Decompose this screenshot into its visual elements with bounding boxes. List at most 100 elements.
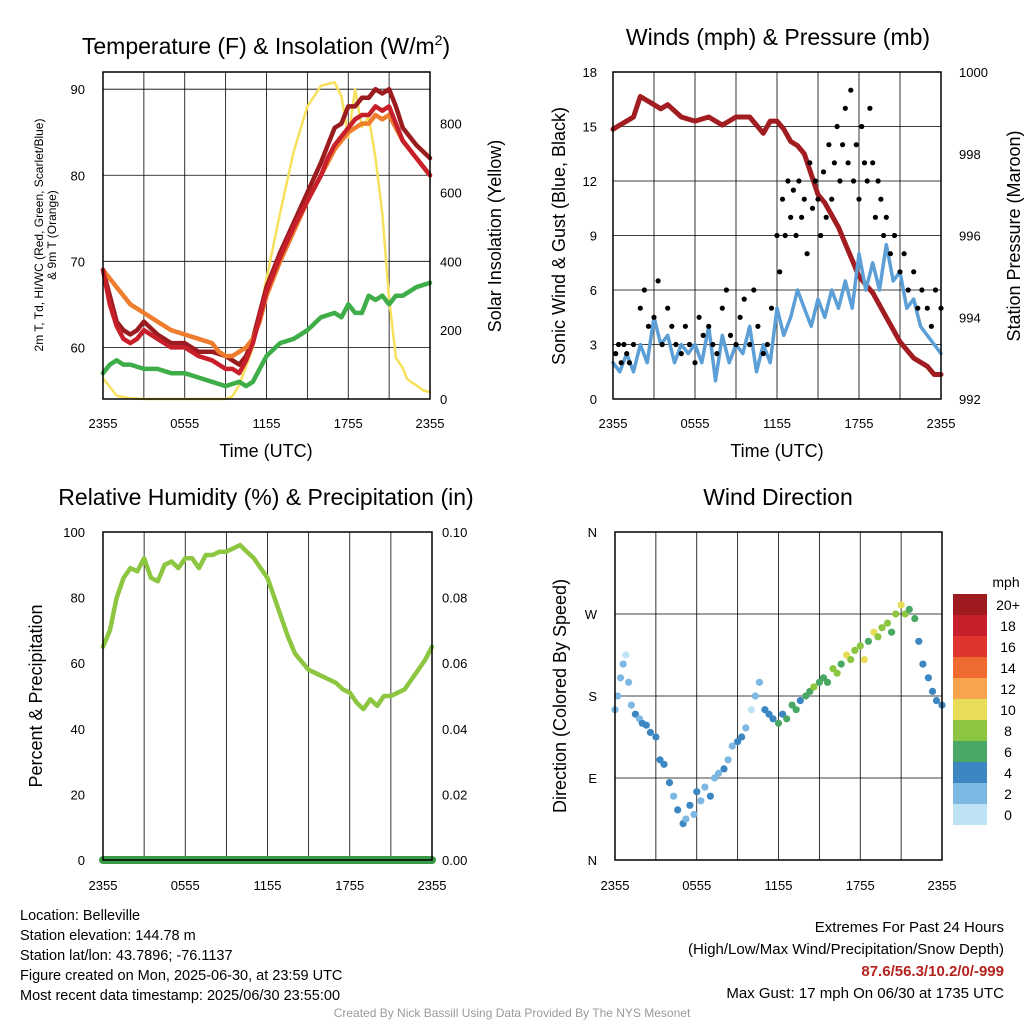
y-tick-label: 90 xyxy=(71,82,85,97)
wind-direction-point xyxy=(779,710,787,718)
speed-colorbar: 20+ 18 16 14 12 10 8 6 4 2 0 xyxy=(953,594,1020,825)
wind-direction-point xyxy=(646,728,655,737)
wind-direction-point xyxy=(738,733,746,741)
gust-point xyxy=(878,196,884,202)
wind-direction-point xyxy=(928,687,937,696)
gust-point xyxy=(861,160,868,166)
x-tick-label: 2355 xyxy=(89,878,118,893)
gust-point xyxy=(801,196,807,202)
gust-point xyxy=(669,323,675,329)
gust-point xyxy=(788,214,794,220)
gust-point xyxy=(809,205,816,211)
gust-point xyxy=(700,332,706,338)
credit-line: Created By Nick Bassill Using Data Provi… xyxy=(333,1006,691,1020)
wind-direction-point xyxy=(670,792,678,800)
station-elevation: Station elevation: 144.78 m xyxy=(20,928,196,944)
temperature-ylabel-line1: 2m T, Td, HI/WC (Red, Green, Scarlet/Blu… xyxy=(32,119,46,352)
x-tick-label: 2355 xyxy=(416,416,445,431)
wind-direction-point xyxy=(810,683,818,691)
gust-point xyxy=(807,160,813,166)
wind-direction-point xyxy=(833,669,841,677)
y2-tick-label: 992 xyxy=(959,392,981,407)
wind-direction-point xyxy=(690,810,698,819)
heat-index-line xyxy=(100,104,433,376)
wind-direction-ticks: N E S W N 2355 0555 1155 1755 2355 xyxy=(585,525,957,893)
wind-direction-point xyxy=(911,615,919,623)
gust-point xyxy=(891,232,898,239)
station-location: Location: Belleville xyxy=(20,908,141,924)
x-tick-label: 2355 xyxy=(601,878,630,893)
y2-tick-label: 994 xyxy=(959,310,981,325)
y-tick-label: N xyxy=(588,525,597,540)
gust-point xyxy=(723,287,730,293)
wind-direction-point xyxy=(614,692,622,700)
winds-plot-frame xyxy=(612,71,942,400)
gust-point xyxy=(779,196,786,202)
colorbar-label: 8 xyxy=(1004,723,1012,739)
temperature-panel: Temperature (F) & Insolation (W/m2) 60 70… xyxy=(32,32,505,461)
colorbar-swatch xyxy=(953,594,987,615)
gust-point xyxy=(831,160,838,166)
max-gust: Max Gust: 17 mph On 06/30 at 1735 UTC xyxy=(726,985,1004,1002)
wind-direction-point xyxy=(682,815,690,823)
y2-tick-label: 200 xyxy=(440,323,462,338)
x-tick-label: 1155 xyxy=(763,416,791,431)
y-tick-label: N xyxy=(588,853,597,868)
x-tick-label: 2355 xyxy=(599,416,628,431)
wind-direction-point xyxy=(755,678,764,686)
gust-point xyxy=(630,341,637,348)
colorbar-label: 0 xyxy=(1004,807,1012,823)
gust-point xyxy=(641,287,648,293)
pressure-ylabel: Station Pressure (Maroon) xyxy=(1004,130,1024,341)
winds-series xyxy=(610,87,944,383)
wind-direction-point xyxy=(878,624,886,632)
temperature-xlabel: Time (UTC) xyxy=(219,441,312,461)
y-tick-label: E xyxy=(588,771,597,786)
winds-panel-title: Winds (mph) & Pressure (mb) xyxy=(626,24,930,50)
gust-point xyxy=(793,232,799,239)
y-tick-label: 0 xyxy=(590,392,597,407)
y2-tick-label: 0 xyxy=(440,392,447,407)
humidity-ticks: 0 20 40 60 80 100 0.00 0.02 0.04 0.06 0.08 0.10 2355… xyxy=(63,525,467,893)
colorbar-swatch xyxy=(953,720,987,741)
gust-point xyxy=(905,287,911,293)
wind-direction-point xyxy=(724,756,732,764)
gust-point xyxy=(719,305,725,311)
gust-point xyxy=(818,232,824,239)
colorbar-swatch xyxy=(953,783,987,804)
gust-point xyxy=(768,305,775,311)
y-tick-label: 80 xyxy=(71,591,85,606)
y2-tick-label: 0.10 xyxy=(442,525,467,540)
wind-direction-point xyxy=(870,628,878,636)
temperature-panel-title: Temperature (F) & Insolation (W/m2) xyxy=(82,32,450,59)
wind-direction-point xyxy=(851,646,859,655)
gust-point xyxy=(618,360,624,366)
y-tick-label: 40 xyxy=(71,722,85,737)
x-tick-label: 2355 xyxy=(927,416,956,431)
winds-panel: Winds (mph) & Pressure (mb) 0 3 6 9 12 15 18 99… xyxy=(549,24,1024,461)
gust-point xyxy=(615,341,622,348)
gust-point xyxy=(850,178,857,184)
wind-direction-point xyxy=(747,706,755,714)
wind-direction-point xyxy=(619,660,627,668)
recent-data-timestamp: Most recent data timestamp: 2025/06/30 2… xyxy=(20,988,341,1004)
humidity-ylabel: Percent & Precipitation xyxy=(26,604,46,787)
gust-point xyxy=(883,214,889,220)
wind-direction-point xyxy=(783,715,791,723)
dewpoint-line xyxy=(100,280,433,389)
x-tick-label: 0555 xyxy=(170,416,199,431)
extremes-heading: Extremes For Past 24 Hours xyxy=(814,919,1004,936)
wind-direction-point xyxy=(864,637,873,645)
gust-point xyxy=(790,187,797,193)
y2-tick-label: 0.04 xyxy=(442,722,467,737)
wind-direction-point xyxy=(905,605,913,614)
gust-point xyxy=(848,87,854,93)
x-tick-label: 1755 xyxy=(335,878,364,893)
wind-direction-point xyxy=(788,701,796,709)
extremes-values: 87.6/56.3/10.2/0/-999 xyxy=(861,963,1004,980)
wind-direction-point xyxy=(774,719,783,727)
x-tick-label: 1155 xyxy=(765,878,793,893)
gust-point xyxy=(682,323,689,329)
y2-tick-label: 1000 xyxy=(959,65,988,80)
y-tick-label: 60 xyxy=(71,340,85,355)
